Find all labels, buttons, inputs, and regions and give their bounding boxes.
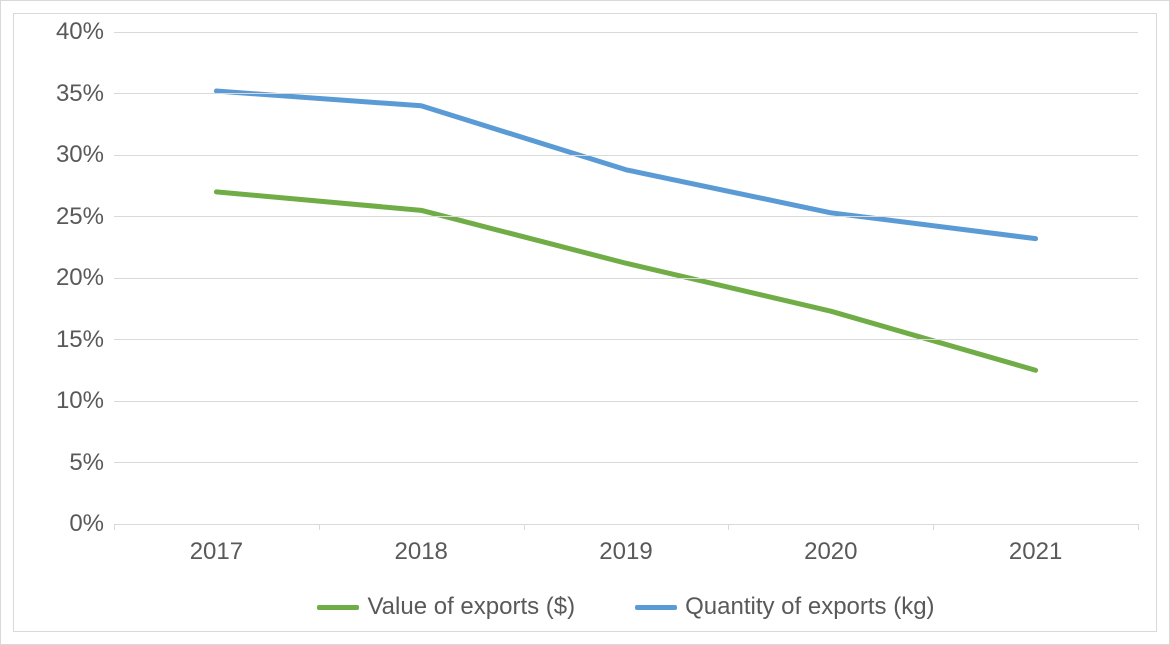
legend-label-value: Value of exports ($) <box>367 593 575 621</box>
gridline <box>114 339 1138 340</box>
x-tick-mark <box>1138 524 1139 530</box>
y-tick-label: 15% <box>56 326 104 354</box>
y-tick-label: 25% <box>56 203 104 231</box>
y-tick-label: 40% <box>56 18 104 46</box>
legend-swatch-quantity <box>635 605 677 610</box>
gridline <box>114 216 1138 217</box>
x-tick-label: 2017 <box>190 538 243 566</box>
gridline <box>114 278 1138 279</box>
x-tick-label: 2019 <box>599 538 652 566</box>
y-axis: 0%5%10%15%20%25%30%35%40% <box>32 32 114 524</box>
legend-swatch-value <box>317 605 359 610</box>
legend-item-value: Value of exports ($) <box>317 593 575 621</box>
gridline <box>114 462 1138 463</box>
gridline <box>114 155 1138 156</box>
x-tick-mark <box>524 524 525 530</box>
series-line-0 <box>216 192 1035 370</box>
x-tick-mark <box>114 524 115 530</box>
chart-legend: Value of exports ($) Quantity of exports… <box>114 580 1138 634</box>
legend-label-quantity: Quantity of exports (kg) <box>685 593 934 621</box>
y-tick-label: 20% <box>56 264 104 292</box>
x-tick-mark <box>319 524 320 530</box>
x-axis: 2017 2018 2019 2020 2021 <box>114 524 1138 580</box>
gridline <box>114 401 1138 402</box>
y-tick-label: 10% <box>56 387 104 415</box>
legend-item-quantity: Quantity of exports (kg) <box>635 593 934 621</box>
plot-area <box>114 32 1138 524</box>
y-tick-label: 35% <box>56 80 104 108</box>
plot-wrap: 0%5%10%15%20%25%30%35%40% <box>32 32 1138 524</box>
chart-plot-panel: 0%5%10%15%20%25%30%35%40% 20172018201920… <box>13 13 1157 632</box>
y-tick-label: 5% <box>69 449 104 477</box>
x-tick-label: 2021 <box>1009 538 1062 566</box>
chart-container: 0%5%10%15%20%25%30%35%40% 20172018201920… <box>0 0 1170 645</box>
x-tick-label: 2018 <box>394 538 447 566</box>
y-tick-label: 0% <box>69 510 104 538</box>
x-tick-mark <box>933 524 934 530</box>
x-tick-mark <box>728 524 729 530</box>
x-tick-label: 2020 <box>804 538 857 566</box>
y-tick-label: 30% <box>56 141 104 169</box>
gridline <box>114 93 1138 94</box>
gridline <box>114 32 1138 33</box>
